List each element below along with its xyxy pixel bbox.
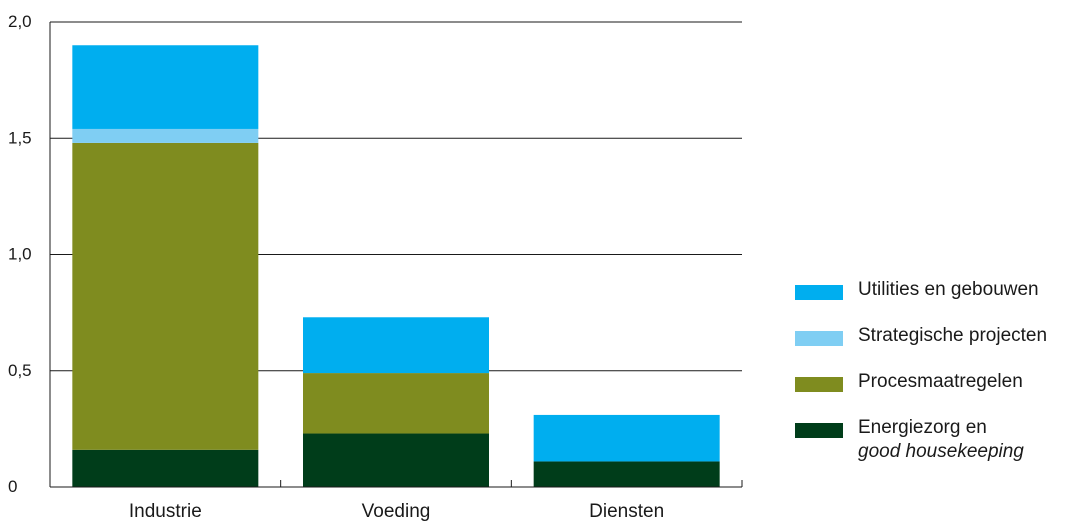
y-tick-labels: 0 0,5 1,0 1,5 2,0 (8, 12, 32, 496)
legend-label: Energiezorg en good housekeeping (858, 416, 1024, 464)
bar-segment (303, 433, 489, 487)
legend-label-main: Energiezorg en (858, 417, 987, 438)
bar-segment (72, 45, 259, 129)
legend-swatch (795, 423, 843, 438)
legend-label: Procesmaatregelen (858, 371, 1023, 392)
bar-segment (533, 461, 720, 487)
legend-item-procesmaatregelen: Procesmaatregelen (795, 370, 1080, 396)
legend-label: Strategische projecten (858, 325, 1048, 346)
bar-segment (303, 373, 489, 434)
x-tick-label: Industrie (129, 501, 202, 522)
legend-label: Utilities en gebouwen (858, 279, 1039, 300)
legend-swatch (795, 331, 843, 346)
bar-segment (72, 142, 259, 450)
y-tick-label: 0 (8, 477, 17, 496)
y-tick-label: 0,5 (8, 361, 32, 380)
x-tick-labels: Industrie Voeding Diensten (129, 501, 664, 522)
axes (49, 22, 743, 488)
y-tick-label: 1,0 (8, 245, 32, 264)
legend-swatch (795, 377, 843, 392)
x-tick-label: Voeding (362, 501, 431, 522)
bars (72, 45, 720, 487)
bar-segment (72, 449, 259, 487)
legend-item-strategische: Strategische projecten (795, 324, 1080, 350)
bar-segment (72, 128, 259, 143)
legend-label-italic: good housekeeping (858, 441, 1024, 462)
x-tick-label: Diensten (589, 501, 664, 522)
legend: Utilities en gebouwen Strategische proje… (795, 278, 1080, 486)
y-tick-label: 1,5 (8, 128, 32, 147)
y-tick-label: 2,0 (8, 12, 32, 31)
bar-segment (303, 317, 489, 374)
legend-item-energiezorg: Energiezorg en good housekeeping (795, 416, 1080, 466)
legend-swatch (795, 285, 843, 300)
legend-item-utilities: Utilities en gebouwen (795, 278, 1080, 304)
bar-segment (533, 414, 720, 462)
